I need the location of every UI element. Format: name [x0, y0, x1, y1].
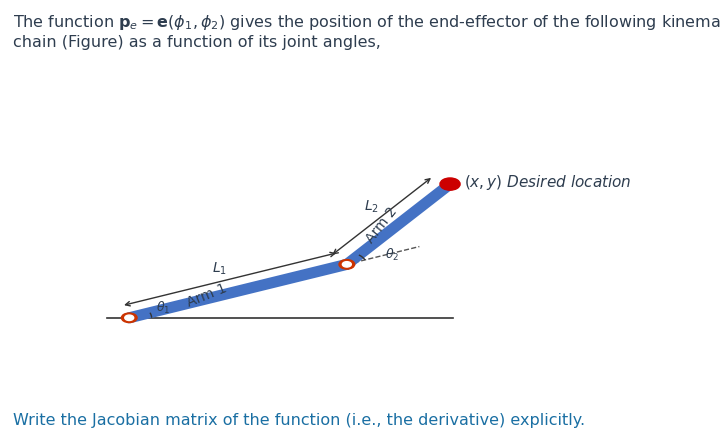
Text: $L_2$: $L_2$ [364, 198, 379, 215]
Text: Write the Jacobian matrix of the function (i.e., the derivative) explicitly.: Write the Jacobian matrix of the functio… [13, 413, 585, 428]
Text: $(x,y)$ Desired location: $(x,y)$ Desired location [464, 173, 632, 192]
Text: $\theta_2$: $\theta_2$ [385, 247, 399, 263]
Text: Arm 1: Arm 1 [185, 280, 229, 309]
Text: The function $\mathbf{p}_e = \mathbf{e}(\phi_1, \phi_2)$ gives the position of t: The function $\mathbf{p}_e = \mathbf{e}(… [13, 13, 721, 50]
Text: $L_1$: $L_1$ [212, 261, 227, 277]
Circle shape [121, 313, 137, 322]
Circle shape [339, 260, 355, 269]
Circle shape [440, 178, 460, 190]
Circle shape [125, 315, 133, 321]
Text: Arm 2: Arm 2 [363, 204, 400, 246]
Text: $\theta_1$: $\theta_1$ [156, 299, 170, 316]
Circle shape [342, 262, 351, 267]
